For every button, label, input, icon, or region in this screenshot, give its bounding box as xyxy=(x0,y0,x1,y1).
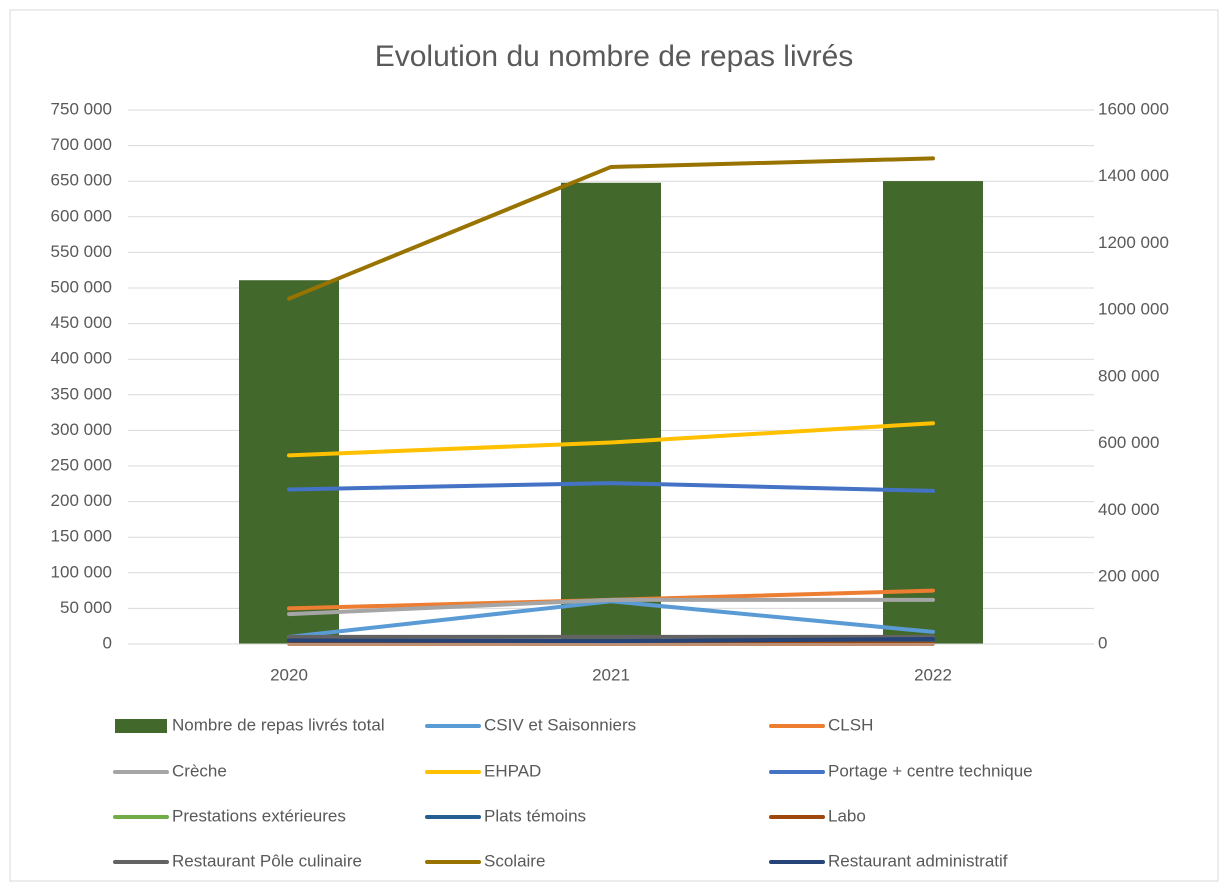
line xyxy=(287,637,935,644)
y2-tick-label: 1000 000 xyxy=(1098,300,1169,319)
y2-tick-label: 0 xyxy=(1098,633,1107,652)
y-tick-label: 250 000 xyxy=(51,455,112,474)
line xyxy=(287,421,935,458)
chart-title: Evolution du nombre de repas livrés xyxy=(375,40,854,73)
y2-tick-label: 1400 000 xyxy=(1098,166,1169,185)
legend-label: Scolaire xyxy=(484,851,545,870)
legend-swatch xyxy=(115,719,167,733)
y-tick-label: 300 000 xyxy=(51,420,112,439)
legend-label: EHPAD xyxy=(484,761,541,780)
line xyxy=(287,481,935,493)
bar xyxy=(883,181,983,644)
y2-tick-label: 800 000 xyxy=(1098,366,1159,385)
y-tick-label: 600 000 xyxy=(51,206,112,225)
legend-label: Restaurant Pôle culinaire xyxy=(172,851,362,870)
y-tick-label: 150 000 xyxy=(51,527,112,546)
x-tick-label: 2021 xyxy=(592,665,630,684)
y-tick-label: 200 000 xyxy=(51,491,112,510)
y2-tick-label: 1200 000 xyxy=(1098,233,1169,252)
y-tick-label: 400 000 xyxy=(51,349,112,368)
y-tick-label: 100 000 xyxy=(51,562,112,581)
x-tick-label: 2020 xyxy=(270,665,308,684)
y-tick-label: 550 000 xyxy=(51,242,112,261)
legend-label: CSIV et Saisonniers xyxy=(484,715,636,734)
y-tick-label: 750 000 xyxy=(51,99,112,118)
legend-label: Restaurant administratif xyxy=(828,851,1008,870)
y2-tick-label: 1600 000 xyxy=(1098,99,1169,118)
y2-tick-label: 400 000 xyxy=(1098,500,1159,519)
y2-tick-label: 600 000 xyxy=(1098,433,1159,452)
y-tick-label: 50 000 xyxy=(60,598,112,617)
y2-tick-label: 200 000 xyxy=(1098,567,1159,586)
legend-label: Labo xyxy=(828,806,866,825)
y-tick-label: 350 000 xyxy=(51,384,112,403)
y-tick-label: 500 000 xyxy=(51,277,112,296)
y-tick-label: 650 000 xyxy=(51,171,112,190)
legend-label: Prestations extérieures xyxy=(172,806,346,825)
y-tick-label: 0 xyxy=(103,633,112,652)
bar xyxy=(561,182,661,644)
y-tick-label: 450 000 xyxy=(51,313,112,332)
legend-label: CLSH xyxy=(828,715,873,734)
line xyxy=(287,156,935,301)
legend-label: Portage + centre technique xyxy=(828,761,1033,780)
bar xyxy=(239,280,339,644)
y-tick-label: 700 000 xyxy=(51,135,112,154)
x-tick-label: 2022 xyxy=(914,665,952,684)
line xyxy=(287,597,935,617)
legend-label: Plats témoins xyxy=(484,806,586,825)
legend-label: Nombre de repas livrés total xyxy=(172,715,385,734)
legend-label: Crèche xyxy=(172,761,227,780)
